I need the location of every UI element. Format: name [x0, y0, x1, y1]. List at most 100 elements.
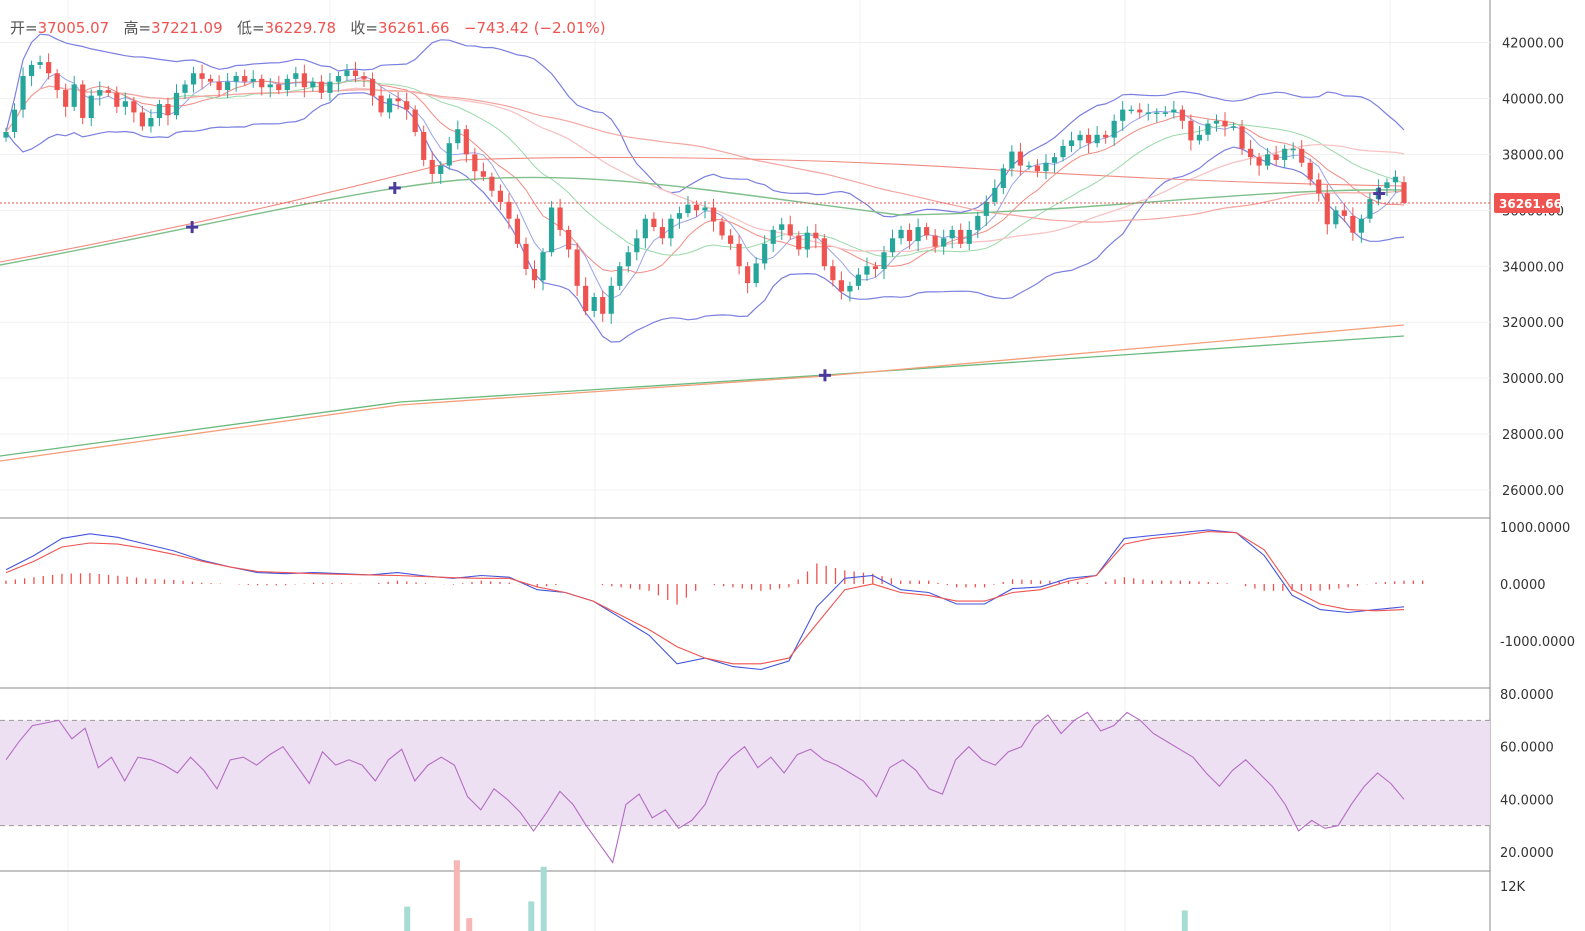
candle — [114, 86, 120, 113]
rsi-panel[interactable] — [0, 711, 1490, 864]
candle-body — [966, 229, 972, 244]
candle — [190, 66, 197, 93]
candle — [480, 162, 486, 181]
candle-body — [821, 238, 827, 267]
volume-bar — [453, 860, 460, 931]
candle — [1043, 154, 1049, 180]
candle-body — [267, 84, 273, 88]
candle — [514, 214, 521, 249]
candle — [97, 81, 103, 106]
candle-body — [71, 84, 77, 107]
candle-body — [1247, 148, 1254, 158]
open-value: 37005.07 — [37, 19, 110, 37]
candle — [608, 277, 614, 324]
candle — [1307, 158, 1313, 186]
candle-body — [1077, 134, 1083, 141]
candle-body — [438, 165, 444, 174]
candle — [958, 223, 964, 249]
candle — [1299, 140, 1305, 167]
candle-body — [1154, 112, 1160, 114]
candle — [668, 214, 674, 247]
candle — [1085, 128, 1092, 154]
candle — [915, 218, 921, 252]
candle — [301, 64, 307, 98]
candle-body — [1392, 176, 1399, 183]
candle — [796, 231, 802, 256]
candle-body — [156, 104, 163, 119]
candle — [651, 212, 657, 232]
candle-body — [310, 81, 316, 88]
candle — [63, 83, 69, 117]
price-tick-label: 38000.00 — [1502, 148, 1564, 163]
candle-body — [1060, 145, 1066, 158]
volume-panel[interactable] — [404, 860, 1188, 931]
candle — [1111, 114, 1117, 146]
rsi-band — [0, 720, 1490, 826]
price-tick-label: 34000.00 — [1502, 260, 1564, 275]
candle — [847, 281, 853, 302]
candle — [1068, 131, 1075, 153]
candle-body — [1230, 126, 1237, 128]
candle-body — [898, 229, 904, 239]
bollinger-upper — [5, 33, 1405, 218]
candle — [1060, 139, 1066, 162]
price-panel[interactable] — [0, 33, 1490, 462]
candle-body — [114, 92, 120, 107]
rsi-tick-label: 40.0000 — [1500, 793, 1554, 808]
candle — [1205, 119, 1211, 141]
candle — [583, 277, 589, 316]
candle — [139, 105, 145, 131]
candle-body — [46, 62, 52, 74]
candle-body — [250, 78, 256, 82]
candle-body — [1333, 210, 1339, 225]
candle — [182, 80, 188, 99]
candle-body — [1145, 112, 1151, 114]
candle-body — [97, 90, 103, 96]
rsi-line — [5, 711, 1405, 864]
candle-body — [1341, 210, 1347, 216]
candle-body — [242, 76, 248, 82]
candle — [1128, 105, 1134, 114]
candle — [28, 60, 35, 87]
candle — [830, 259, 836, 287]
candle — [122, 92, 128, 115]
candle-body — [378, 95, 384, 113]
candle-body — [1034, 165, 1041, 172]
candle-body — [80, 84, 86, 119]
candle-body — [548, 207, 555, 253]
price-axis[interactable]: 42000.0040000.0038000.0036000.0034000.00… — [1494, 37, 1575, 931]
candle-body — [975, 215, 981, 230]
volume-bar — [540, 866, 547, 931]
candle-body — [617, 266, 623, 286]
candle-body — [369, 78, 376, 96]
candle — [906, 223, 913, 250]
candle — [591, 292, 597, 318]
candle-body — [1358, 218, 1364, 233]
candle — [762, 235, 768, 270]
high-label: 高= — [123, 19, 152, 37]
candle-body — [540, 252, 546, 281]
candle-body — [574, 249, 580, 286]
candle-body — [421, 132, 427, 160]
candle-body — [719, 221, 725, 236]
candle-body — [787, 224, 793, 236]
ma-200-green — [0, 176, 1405, 266]
candle — [250, 70, 256, 88]
candle — [386, 94, 393, 119]
candle — [531, 260, 538, 289]
candle-body — [1205, 123, 1211, 135]
candle-body — [531, 269, 538, 281]
candle-body — [1222, 120, 1228, 127]
candle-body — [736, 243, 742, 267]
candle — [889, 229, 896, 257]
macd-panel[interactable] — [5, 529, 1424, 671]
candle — [625, 245, 631, 273]
candle-body — [105, 90, 111, 93]
candle — [1051, 152, 1058, 173]
candle-body — [489, 176, 495, 191]
candle — [395, 92, 401, 110]
candle-body — [122, 101, 128, 107]
candle — [1290, 142, 1296, 159]
candle — [1017, 142, 1024, 176]
